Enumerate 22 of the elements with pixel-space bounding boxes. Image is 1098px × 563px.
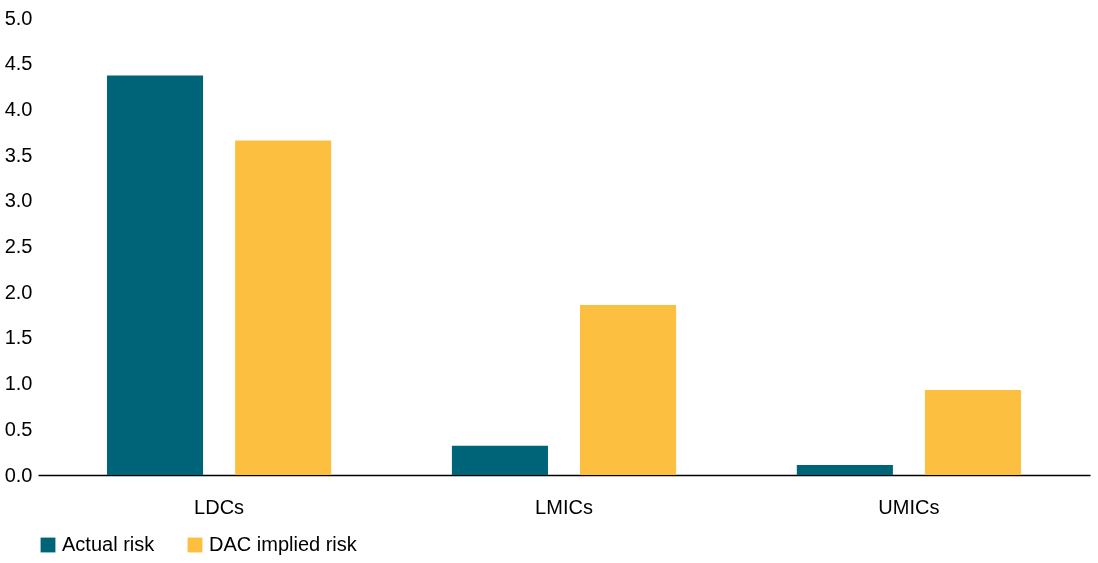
- legend-label: Actual risk: [62, 533, 156, 555]
- x-tick-label: UMICs: [878, 495, 940, 518]
- x-tick-label: LMICs: [535, 495, 593, 518]
- y-tick-label: 3.5: [4, 143, 33, 166]
- y-tick-label: 1.5: [4, 326, 33, 349]
- legend-label: DAC implied risk: [209, 533, 358, 555]
- y-tick-label: 5.0: [4, 6, 33, 29]
- y-tick-label: 2.0: [4, 280, 33, 303]
- x-tick-label: LDCs: [194, 495, 245, 518]
- bar: [580, 305, 677, 475]
- y-tick-label: 4.5: [4, 52, 33, 75]
- bar: [924, 390, 1022, 475]
- y-tick-label: 2.5: [4, 235, 33, 257]
- y-tick-label: 4.0: [4, 97, 33, 120]
- y-tick-label: 0.0: [4, 463, 33, 486]
- bar: [796, 464, 893, 475]
- bar: [235, 140, 332, 475]
- bar: [451, 445, 548, 475]
- y-tick-label: 0.5: [4, 417, 33, 440]
- y-tick-label: 3.0: [4, 189, 33, 212]
- bar: [106, 75, 204, 475]
- y-tick-label: 1.0: [4, 372, 33, 395]
